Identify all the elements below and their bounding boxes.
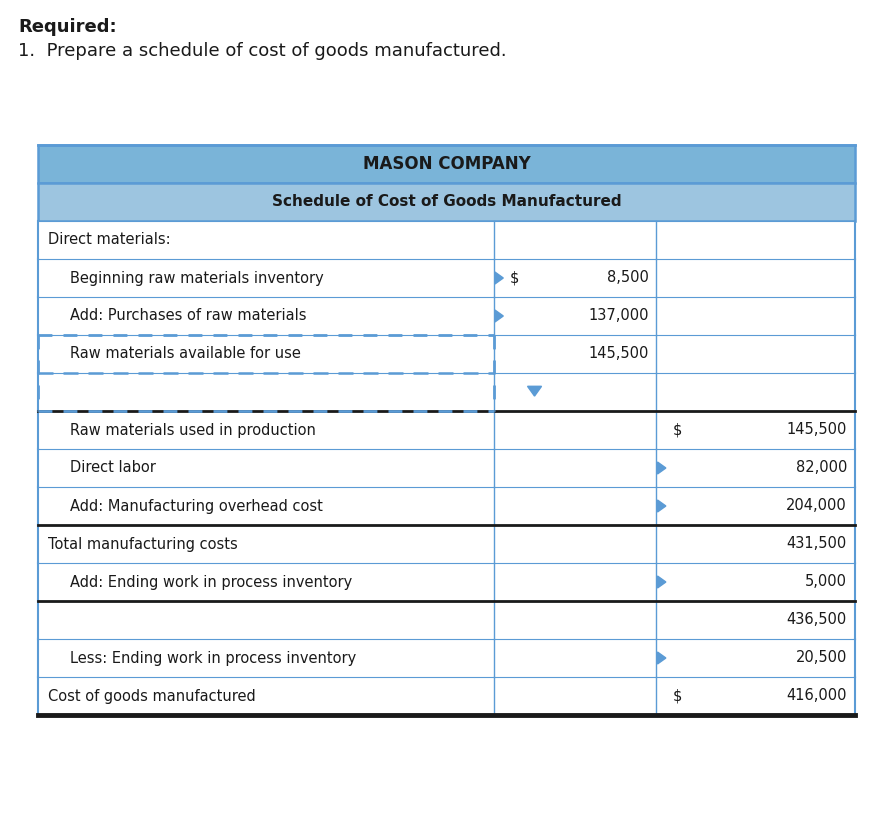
Bar <box>38 221 855 259</box>
Bar <box>38 487 855 525</box>
Bar <box>38 639 855 677</box>
Text: 204,000: 204,000 <box>786 499 847 514</box>
Text: MASON COMPANY: MASON COMPANY <box>363 155 531 173</box>
Polygon shape <box>657 652 665 664</box>
Bar <box>38 335 855 373</box>
Text: Required:: Required: <box>18 18 117 36</box>
Text: Direct labor: Direct labor <box>70 461 156 476</box>
Bar <box>38 373 855 411</box>
Polygon shape <box>657 576 665 588</box>
Text: 8,500: 8,500 <box>607 270 648 286</box>
Text: 416,000: 416,000 <box>787 689 847 704</box>
Text: Schedule of Cost of Goods Manufactured: Schedule of Cost of Goods Manufactured <box>272 194 622 210</box>
Bar <box>38 145 855 183</box>
Bar <box>38 677 855 715</box>
Polygon shape <box>527 387 541 396</box>
Polygon shape <box>495 272 503 284</box>
Text: Add: Ending work in process inventory: Add: Ending work in process inventory <box>70 575 352 590</box>
Text: 431,500: 431,500 <box>787 537 847 552</box>
Text: Add: Manufacturing overhead cost: Add: Manufacturing overhead cost <box>70 499 323 514</box>
Bar <box>38 259 855 297</box>
Text: 137,000: 137,000 <box>588 308 648 324</box>
Polygon shape <box>657 462 665 474</box>
Bar <box>38 297 855 335</box>
Text: 1.  Prepare a schedule of cost of goods manufactured.: 1. Prepare a schedule of cost of goods m… <box>18 42 507 60</box>
Text: 5,000: 5,000 <box>805 575 847 590</box>
Text: 145,500: 145,500 <box>588 346 648 362</box>
Text: Less: Ending work in process inventory: Less: Ending work in process inventory <box>70 651 356 666</box>
Text: $: $ <box>673 689 681 704</box>
Text: 82,000: 82,000 <box>796 461 847 476</box>
Polygon shape <box>657 500 665 512</box>
Text: Cost of goods manufactured: Cost of goods manufactured <box>48 689 256 704</box>
Text: 20,500: 20,500 <box>796 651 847 666</box>
Text: Add: Purchases of raw materials: Add: Purchases of raw materials <box>70 308 307 324</box>
Text: $: $ <box>510 270 519 286</box>
Text: 436,500: 436,500 <box>787 613 847 628</box>
Text: Direct materials:: Direct materials: <box>48 232 170 248</box>
Text: $: $ <box>673 423 681 438</box>
Text: Total manufacturing costs: Total manufacturing costs <box>48 537 238 552</box>
Bar <box>38 449 855 487</box>
Text: Beginning raw materials inventory: Beginning raw materials inventory <box>70 270 324 286</box>
Bar <box>38 525 855 563</box>
Text: Raw materials used in production: Raw materials used in production <box>70 423 316 438</box>
Bar <box>38 411 855 449</box>
Polygon shape <box>495 310 503 322</box>
Text: Raw materials available for use: Raw materials available for use <box>70 346 301 362</box>
Bar <box>38 183 855 221</box>
Bar <box>38 601 855 639</box>
Text: 145,500: 145,500 <box>787 423 847 438</box>
Bar <box>38 563 855 601</box>
